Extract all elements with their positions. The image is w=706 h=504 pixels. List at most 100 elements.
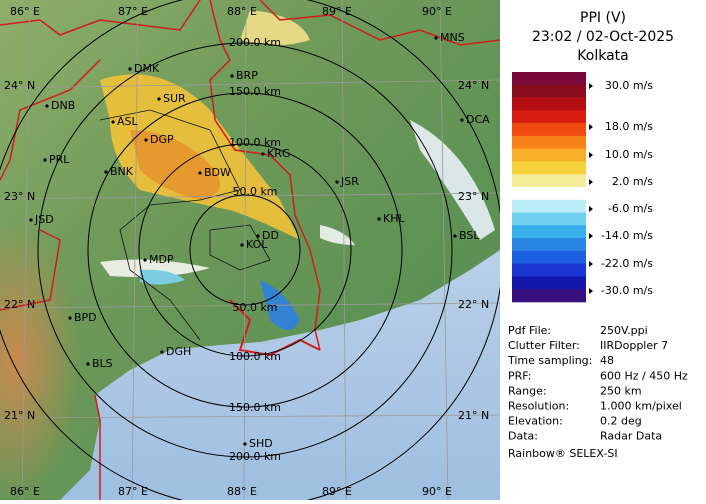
longitude-label: 86° E xyxy=(10,485,40,498)
city-dot xyxy=(261,152,265,156)
scale-label: 18.0 m/s xyxy=(605,120,653,133)
info-value: Radar Data xyxy=(600,430,662,443)
longitude-label: 87° E xyxy=(118,5,148,18)
ring-label: 50.0 km xyxy=(232,185,277,198)
city-dot xyxy=(243,442,247,446)
city-label: DD xyxy=(262,229,279,242)
city-label: KRG xyxy=(267,147,290,160)
city-dot xyxy=(335,180,339,184)
latitude-label: 24° N xyxy=(458,79,489,92)
footer: Rainbow® SELEX-SI xyxy=(508,447,618,460)
longitude-label: 86° E xyxy=(10,5,40,18)
range-ring xyxy=(138,143,352,357)
scale-label: 30.0 m/s xyxy=(605,79,653,92)
scale-label: -6.0 m/s xyxy=(608,202,653,215)
latitude-label: 23° N xyxy=(458,190,489,203)
city-dot xyxy=(198,171,202,175)
latitude-label: 23° N xyxy=(4,190,35,203)
scale-swatch xyxy=(512,187,586,201)
city-dot xyxy=(43,158,47,162)
ring-label: 200.0 km xyxy=(229,36,281,49)
city-dot xyxy=(157,97,161,101)
scale-pointer xyxy=(589,233,593,239)
scale-swatch xyxy=(512,97,586,111)
station: Kolkata xyxy=(577,48,628,64)
longitude-label: 88° E xyxy=(227,5,257,18)
scale-swatch xyxy=(512,174,586,188)
info-value: IIRDoppler 7 xyxy=(600,339,668,352)
info-value: 1.000 km/pixel xyxy=(600,400,682,413)
city-dot xyxy=(160,350,164,354)
city-dot xyxy=(377,217,381,221)
longitude-label: 88° E xyxy=(227,485,257,498)
latitude-label: 21° N xyxy=(4,409,35,422)
range-ring xyxy=(37,42,453,458)
city-dot xyxy=(434,36,438,40)
city-label: MDP xyxy=(149,253,174,266)
info-value: 48 xyxy=(600,354,614,367)
scale-pointer xyxy=(589,206,593,212)
city-label: KHL xyxy=(383,212,405,225)
info-value: 0.2 deg xyxy=(600,415,642,428)
scale-pointer xyxy=(589,83,593,89)
info-key: Pdf File: xyxy=(508,324,551,337)
city-label: JSD xyxy=(34,213,54,226)
latitude-label: 21° N xyxy=(458,409,489,422)
scale-label: -30.0 m/s xyxy=(601,284,653,297)
latitude-label: 22° N xyxy=(4,298,35,311)
ring-label: 200.0 km xyxy=(229,450,281,463)
longitude-label: 87° E xyxy=(118,485,148,498)
city-label: BNK xyxy=(110,165,134,178)
city-dot xyxy=(460,118,464,122)
longitude-label: 90° E xyxy=(422,485,452,498)
title: PPI (V) xyxy=(580,10,626,26)
ring-label: 100.0 km xyxy=(229,136,281,149)
scale-swatch xyxy=(512,212,586,226)
ring-label: 150.0 km xyxy=(229,401,281,414)
info-value: 250 km xyxy=(600,384,642,397)
map-labels: 50.0 km 50.0 km 100.0 km 100.0 km 150.0 km 15… xyxy=(4,5,490,498)
ring-label: 50.0 km xyxy=(232,301,277,314)
scale-pointer xyxy=(589,124,593,130)
ring-label: 100.0 km xyxy=(229,350,281,363)
longitude-label: 90° E xyxy=(422,5,452,18)
scale-swatch xyxy=(512,276,586,290)
info-key: Clutter Filter: xyxy=(508,339,580,352)
city-label: BLS xyxy=(92,357,113,370)
city-label: MNS xyxy=(440,31,465,44)
info-value: 600 Hz / 450 Hz xyxy=(600,369,688,382)
scale-swatch xyxy=(512,199,586,213)
city-dot xyxy=(45,104,49,108)
city-label: SUR xyxy=(163,92,186,105)
city-dot xyxy=(86,362,90,366)
info-key: Data: xyxy=(508,430,538,443)
longitude-label: 89° E xyxy=(322,5,352,18)
city-dot xyxy=(144,138,148,142)
city-label: KOL xyxy=(246,238,268,251)
latitude-label: 22° N xyxy=(458,298,489,311)
city-dot xyxy=(68,316,72,320)
scale-swatch xyxy=(512,263,586,277)
city-dot xyxy=(240,243,244,247)
map xyxy=(0,0,504,504)
city-dot xyxy=(230,74,234,78)
city-label: DGP xyxy=(150,133,174,146)
city-dot xyxy=(256,234,260,238)
info-table: Pdf File: 250V.ppi Clutter Filter: IIRDoppl… xyxy=(507,324,688,443)
borders xyxy=(0,0,501,500)
city-dot xyxy=(104,170,108,174)
scale-swatch xyxy=(512,72,586,86)
ring-label: 150.0 km xyxy=(229,85,281,98)
city-label: DCA xyxy=(466,113,490,126)
scale-swatch xyxy=(512,123,586,137)
city-label: PRL xyxy=(49,153,70,166)
longitude-label: 89° E xyxy=(322,485,352,498)
city-label: BSL xyxy=(459,229,480,242)
scale-swatch xyxy=(512,110,586,124)
info-key: Resolution: xyxy=(508,400,569,413)
info-key: Elevation: xyxy=(508,415,563,428)
scale-swatch xyxy=(512,161,586,175)
info-key: Range: xyxy=(508,384,547,397)
city-dot xyxy=(143,258,147,262)
